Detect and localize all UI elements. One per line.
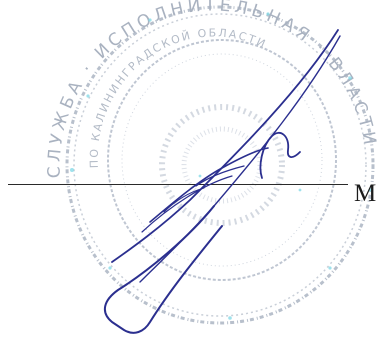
signature-line [8,184,348,185]
signatory-initial: M [354,180,377,207]
